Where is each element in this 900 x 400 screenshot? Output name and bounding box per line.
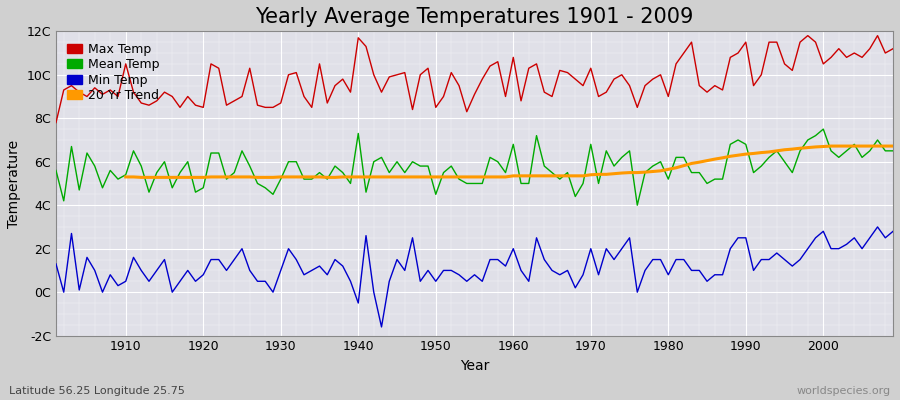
Y-axis label: Temperature: Temperature [7,139,21,228]
X-axis label: Year: Year [460,359,490,373]
Title: Yearly Average Temperatures 1901 - 2009: Yearly Average Temperatures 1901 - 2009 [256,7,694,27]
Text: Latitude 56.25 Longitude 25.75: Latitude 56.25 Longitude 25.75 [9,386,184,396]
Text: worldspecies.org: worldspecies.org [796,386,891,396]
Legend: Max Temp, Mean Temp, Min Temp, 20 Yr Trend: Max Temp, Mean Temp, Min Temp, 20 Yr Tre… [62,38,165,107]
